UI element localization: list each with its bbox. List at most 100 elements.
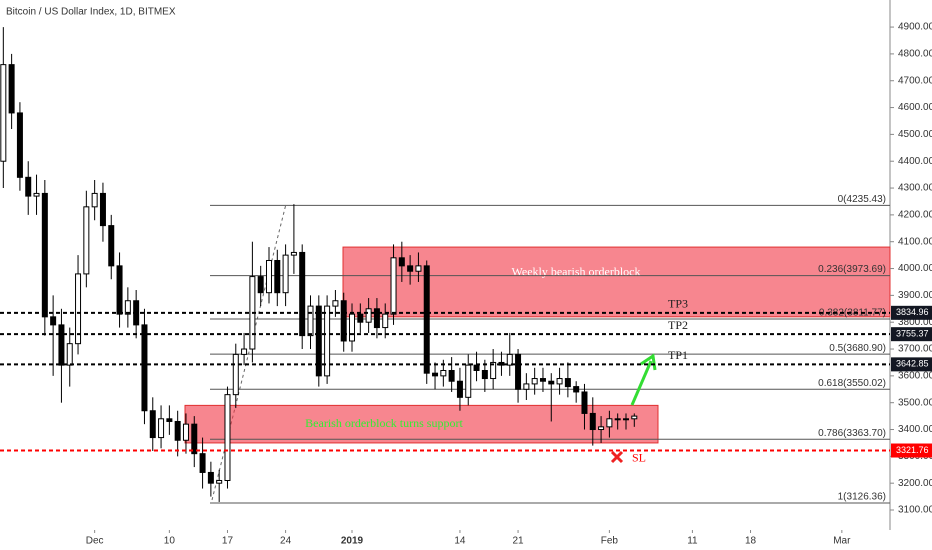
candle-body <box>564 378 571 388</box>
candle-body <box>108 225 115 267</box>
candle-body <box>622 418 629 421</box>
candle-body <box>75 273 82 345</box>
candle-body <box>448 369 455 382</box>
candle-body <box>25 176 32 197</box>
y-tick-label: 3900.00 <box>898 290 932 301</box>
x-tick-label: 10 <box>164 536 176 547</box>
candle-body <box>199 453 206 473</box>
fib-label: 0.382(3811.77) <box>819 308 886 319</box>
fib-label: 1(3126.36) <box>838 492 886 503</box>
level-name: TP3 <box>668 297 688 311</box>
candle-body <box>432 372 439 377</box>
x-tick-label: 11 <box>687 536 698 547</box>
candle-body <box>556 378 563 385</box>
plot: Weekly bearish orderblock Bearish orderbl… <box>0 27 891 504</box>
candle-body <box>50 316 57 326</box>
candle-body <box>373 308 380 329</box>
level-name: SL <box>632 450 646 464</box>
candle-body <box>548 380 555 385</box>
x-tick-label: 17 <box>222 536 234 547</box>
candle-body <box>515 353 522 390</box>
x-tick-label: Mar <box>833 536 851 547</box>
candle-body <box>216 479 223 484</box>
level-price-box <box>891 327 932 342</box>
candle-body <box>307 305 314 337</box>
y-tick-label: 3800.00 <box>898 317 932 328</box>
y-tick-label: 4200.00 <box>898 210 932 221</box>
level-price-box <box>891 443 932 458</box>
candle-body <box>265 259 272 294</box>
y-tick-label: 4400.00 <box>898 156 932 167</box>
candle-body <box>290 251 297 256</box>
y-tick-label: 3400.00 <box>898 424 932 435</box>
candle-body <box>340 300 347 342</box>
candle-body <box>149 410 156 439</box>
x-tick-label: 14 <box>454 536 466 547</box>
candle-body <box>158 418 165 439</box>
zone-label: Weekly bearish orderblock <box>512 265 641 279</box>
orderblock-zone <box>184 404 659 444</box>
candle-body <box>581 391 588 414</box>
candle-body <box>523 383 530 390</box>
level-price: 3834.96 <box>896 307 929 317</box>
candle-body <box>124 300 131 315</box>
y-tick-label: 4300.00 <box>898 183 932 194</box>
candle-body <box>16 112 23 178</box>
candle-body <box>456 380 463 398</box>
arrow <box>630 360 653 406</box>
candle-body <box>332 300 339 307</box>
candle-body <box>598 426 605 431</box>
level-price-box <box>891 357 932 372</box>
level-price: 3755.37 <box>896 329 929 339</box>
candle-body <box>481 369 488 380</box>
candle-body <box>631 415 638 420</box>
x-tick-label: 2019 <box>341 536 364 547</box>
candle-body <box>299 251 306 337</box>
candle-body <box>182 423 189 441</box>
candle-body <box>324 305 331 377</box>
candle-body <box>174 420 181 441</box>
level-price: 3642.85 <box>896 359 929 369</box>
x-tick-label: 21 <box>512 536 524 547</box>
chart-title: Bitcoin / US Dollar Index, 1D, BITMEX <box>6 7 176 18</box>
candle-body <box>224 394 231 481</box>
y-tick-label: 3700.00 <box>898 344 932 355</box>
zone-label: Bearish orderblock turns support <box>305 416 463 430</box>
candle-body <box>606 418 613 428</box>
stop-marker <box>610 450 624 464</box>
candle-body <box>573 386 580 393</box>
x-tick-label: 24 <box>280 536 292 547</box>
x-tick-label: Dec <box>86 536 104 547</box>
candle-body <box>473 364 480 371</box>
candle-body <box>232 353 239 396</box>
candle-body <box>274 259 281 294</box>
candle-body <box>241 348 248 355</box>
candle-body <box>66 343 73 366</box>
y-tick-label: 4800.00 <box>898 49 932 60</box>
y-tick-label: 4900.00 <box>898 22 932 33</box>
candle-body <box>589 412 596 431</box>
candle-body <box>257 276 264 294</box>
candle-body <box>539 378 546 382</box>
candle-body <box>207 471 214 484</box>
fib-label: 0.618(3550.02) <box>818 378 886 389</box>
candle-body <box>91 192 98 208</box>
candle-body <box>415 265 422 272</box>
candle-body <box>282 254 289 294</box>
fib-label: 0(4235.43) <box>838 194 886 205</box>
candle-body <box>8 64 15 114</box>
candle-body <box>357 313 364 323</box>
orderblock-zone <box>342 246 891 318</box>
fib-label: 0.5(3680.90) <box>829 343 886 354</box>
y-tick-label: 3500.00 <box>898 397 932 408</box>
candle-body <box>99 192 106 227</box>
level-name: TP2 <box>668 318 688 332</box>
candle-body <box>398 257 405 267</box>
candle-body <box>614 418 621 421</box>
candle-body <box>531 378 538 385</box>
level-name: TP1 <box>668 348 688 362</box>
y-tick-label: 4500.00 <box>898 129 932 140</box>
candle-body <box>365 308 372 323</box>
